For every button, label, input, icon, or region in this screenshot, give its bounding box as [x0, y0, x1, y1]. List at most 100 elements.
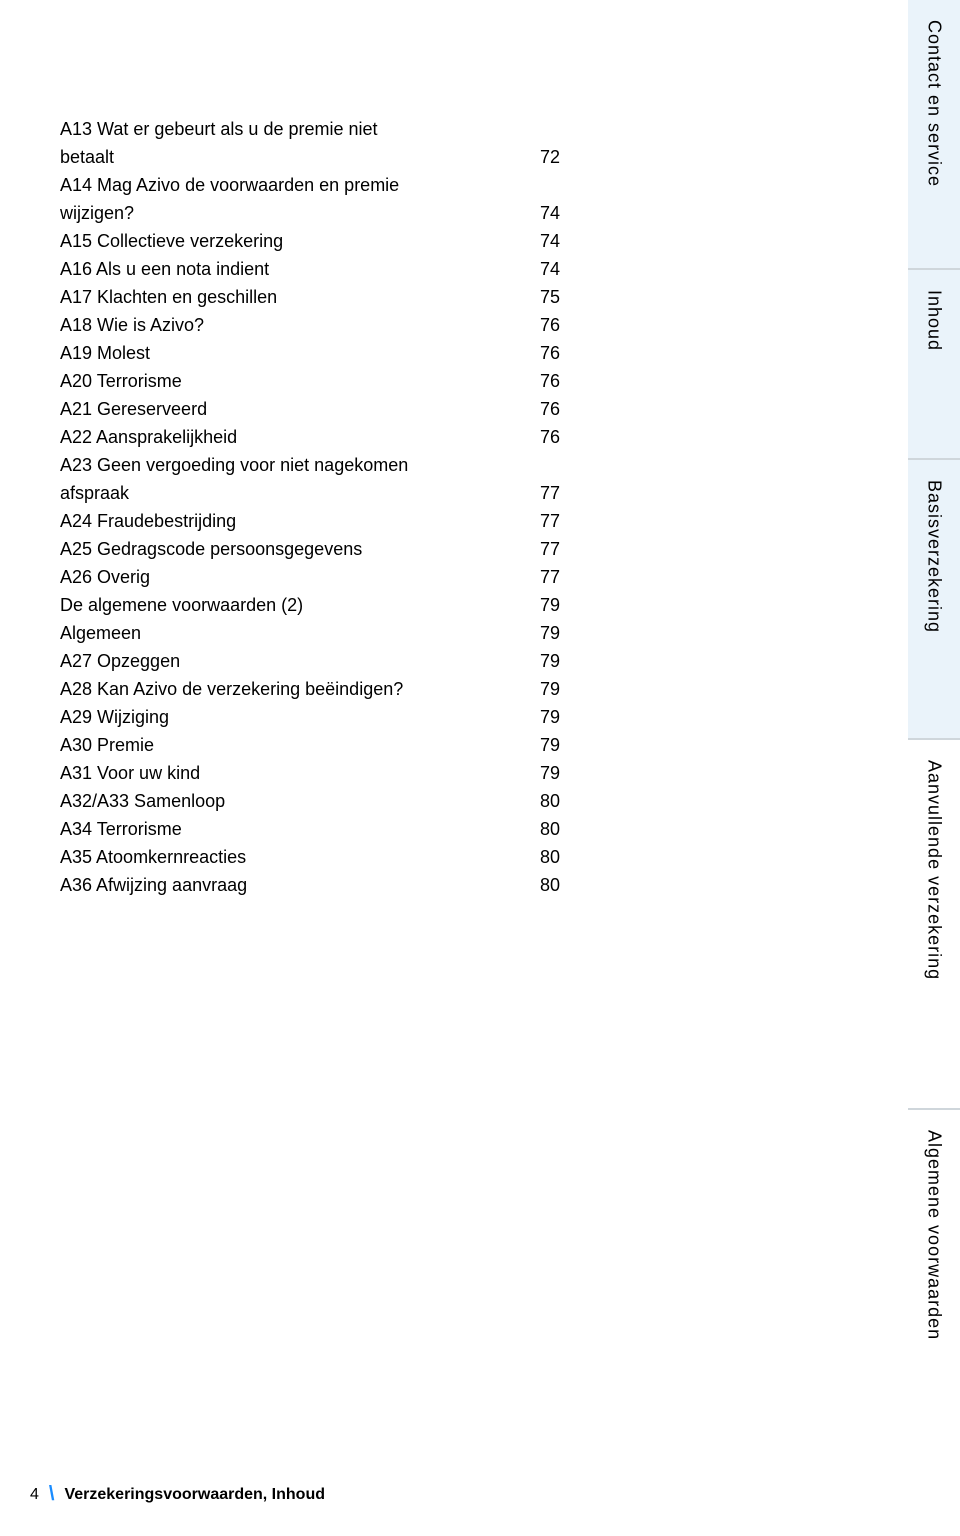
page: A13 Wat er gebeurt als u de premie nietb… — [0, 0, 960, 1536]
toc-title: A32/A33 Samenloop — [60, 787, 490, 815]
toc-title: A26 Overig — [60, 563, 490, 591]
toc-row: A19 Molest 76 — [60, 339, 580, 367]
toc-row: wijzigen? 74 — [60, 199, 580, 227]
toc-page: 80 — [540, 787, 580, 815]
toc-title: A24 Fraudebestrijding — [60, 507, 490, 535]
toc-title: A27 Opzeggen — [60, 647, 490, 675]
toc-page: 76 — [540, 339, 580, 367]
toc-row: A34 Terrorisme 80 — [60, 815, 580, 843]
toc-row: A16 Als u een nota indient 74 — [60, 255, 580, 283]
toc-row: A23 Geen vergoeding voor niet nagekomen — [60, 451, 580, 479]
page-number: 4 — [30, 1486, 39, 1504]
toc-page — [540, 115, 580, 143]
toc-page: 79 — [540, 731, 580, 759]
toc-page: 75 — [540, 283, 580, 311]
toc-page: 79 — [540, 675, 580, 703]
toc-row: A20 Terrorisme76 — [60, 367, 580, 395]
toc-row: A24 Fraudebestrijding 77 — [60, 507, 580, 535]
toc-page: 72 — [540, 143, 580, 171]
toc-page: 76 — [540, 311, 580, 339]
toc-row: A28 Kan Azivo de verzekering beëindigen?… — [60, 675, 580, 703]
toc-title: A31 Voor uw kind — [60, 759, 490, 787]
toc-page: 76 — [540, 395, 580, 423]
toc-title: A22 Aansprakelijkheid — [60, 423, 490, 451]
toc-page: 79 — [540, 591, 580, 619]
toc-title: wijzigen? — [60, 199, 490, 227]
toc-title: A28 Kan Azivo de verzekering beëindigen? — [60, 675, 490, 703]
toc-title: A29 Wijziging — [60, 703, 490, 731]
toc-row: A13 Wat er gebeurt als u de premie niet — [60, 115, 580, 143]
toc-page: 74 — [540, 199, 580, 227]
side-tab[interactable]: Aanvullende verzekering — [908, 740, 960, 1110]
side-tab-label: Contact en service — [924, 20, 945, 187]
toc-row: De algemene voorwaarden (2) 79 — [60, 591, 580, 619]
toc-title: A13 Wat er gebeurt als u de premie niet — [60, 115, 490, 143]
side-tab[interactable]: Contact en service — [908, 0, 960, 270]
toc-title: betaalt — [60, 143, 490, 171]
toc-row: A21 Gereserveerd 76 — [60, 395, 580, 423]
toc-title: A25 Gedragscode persoonsgegevens — [60, 535, 490, 563]
side-tab-label: Algemene voorwaarden — [924, 1130, 945, 1340]
toc-page: 76 — [540, 423, 580, 451]
toc-row: A29 Wijziging 79 — [60, 703, 580, 731]
toc-row: A32/A33 Samenloop 80 — [60, 787, 580, 815]
toc-row: A15 Collectieve verzekering 74 — [60, 227, 580, 255]
toc-title: A18 Wie is Azivo? — [60, 311, 490, 339]
toc-title: A19 Molest — [60, 339, 490, 367]
toc-title: A34 Terrorisme — [60, 815, 490, 843]
toc-row: A22 Aansprakelijkheid 76 — [60, 423, 580, 451]
side-tab[interactable]: Inhoud — [908, 270, 960, 460]
toc-page: 74 — [540, 227, 580, 255]
toc-title: A35 Atoomkernreacties — [60, 843, 490, 871]
toc-page — [540, 451, 580, 479]
toc-row: A27 Opzeggen 79 — [60, 647, 580, 675]
toc-row: A14 Mag Azivo de voorwaarden en premie — [60, 171, 580, 199]
toc-title: Algemeen — [60, 619, 490, 647]
toc-title: A23 Geen vergoeding voor niet nagekomen — [60, 451, 490, 479]
toc-page: 80 — [540, 871, 580, 899]
footer-title: Verzekeringsvoorwaarden, Inhoud — [64, 1486, 325, 1504]
toc-row: Algemeen 79 — [60, 619, 580, 647]
toc-title: A21 Gereserveerd — [60, 395, 490, 423]
toc-title: A17 Klachten en geschillen — [60, 283, 490, 311]
toc-page: 80 — [540, 815, 580, 843]
toc-page: 79 — [540, 647, 580, 675]
toc-title: A36 Afwijzing aanvraag — [60, 871, 490, 899]
toc-page: 79 — [540, 759, 580, 787]
toc-title: A14 Mag Azivo de voorwaarden en premie — [60, 171, 490, 199]
toc-row: A25 Gedragscode persoonsgegevens 77 — [60, 535, 580, 563]
toc-row: A26 Overig 77 — [60, 563, 580, 591]
toc-page: 77 — [540, 563, 580, 591]
toc-row: A36 Afwijzing aanvraag 80 — [60, 871, 580, 899]
toc-row: A17 Klachten en geschillen 75 — [60, 283, 580, 311]
toc-page: 77 — [540, 479, 580, 507]
toc-page: 79 — [540, 703, 580, 731]
toc-title: A15 Collectieve verzekering — [60, 227, 490, 255]
toc-row: afspraak 77 — [60, 479, 580, 507]
toc-content: A13 Wat er gebeurt als u de premie nietb… — [60, 115, 580, 899]
toc-page: 79 — [540, 619, 580, 647]
toc-title: A30 Premie — [60, 731, 490, 759]
toc-title: A16 Als u een nota indient — [60, 255, 490, 283]
toc-page — [540, 171, 580, 199]
side-tab-label: Inhoud — [924, 290, 945, 351]
side-tab-label: Aanvullende verzekering — [924, 760, 945, 980]
toc-row: A18 Wie is Azivo? 76 — [60, 311, 580, 339]
toc-page: 76 — [540, 367, 580, 395]
toc-row: betaalt 72 — [60, 143, 580, 171]
toc-page: 74 — [540, 255, 580, 283]
toc-page: 77 — [540, 507, 580, 535]
footer: 4 \ Verzekeringsvoorwaarden, Inhoud — [30, 1483, 325, 1506]
side-tab[interactable]: Basisverzekering — [908, 460, 960, 740]
toc-row: A35 Atoomkernreacties 80 — [60, 843, 580, 871]
footer-separator: \ — [49, 1483, 55, 1506]
toc-row: A31 Voor uw kind 79 — [60, 759, 580, 787]
side-tab-label: Basisverzekering — [924, 480, 945, 633]
toc-page: 80 — [540, 843, 580, 871]
side-tab[interactable]: Algemene voorwaarden — [908, 1110, 960, 1536]
toc-row: A30 Premie 79 — [60, 731, 580, 759]
side-tabs: Contact en service Inhoud Basisverzekering… — [908, 0, 960, 1536]
toc-page: 77 — [540, 535, 580, 563]
toc-title: afspraak — [60, 479, 490, 507]
toc-title: De algemene voorwaarden (2) — [60, 591, 490, 619]
